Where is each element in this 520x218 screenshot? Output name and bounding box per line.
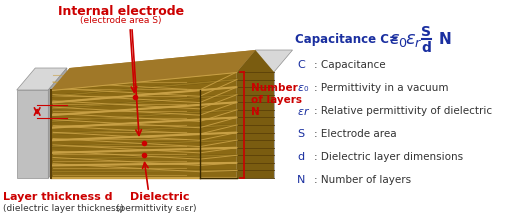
Text: S: S <box>421 25 431 39</box>
Text: $\mathit{\varepsilon_0}$: $\mathit{\varepsilon_0}$ <box>389 31 408 49</box>
Text: Dielectric: Dielectric <box>130 192 189 202</box>
Text: : Dielectric layer dimensions: : Dielectric layer dimensions <box>314 152 463 162</box>
Polygon shape <box>51 50 255 90</box>
Text: (electrode area S): (electrode area S) <box>80 16 162 25</box>
Polygon shape <box>51 50 255 90</box>
Text: : Electrode area: : Electrode area <box>314 129 397 139</box>
Text: $\mathit{εr}$: $\mathit{εr}$ <box>297 106 310 117</box>
Text: : Relative permittivity of dielectric: : Relative permittivity of dielectric <box>314 106 492 116</box>
Text: : Number of layers: : Number of layers <box>314 175 411 185</box>
Polygon shape <box>237 50 293 72</box>
Text: (dielectric layer thickness): (dielectric layer thickness) <box>3 204 124 213</box>
Text: S: S <box>297 129 304 139</box>
Text: d: d <box>421 41 431 55</box>
Text: Layer thickness d: Layer thickness d <box>3 192 112 202</box>
Text: N: N <box>297 175 306 185</box>
Text: Number
of layers
N: Number of layers N <box>251 83 302 117</box>
Text: Internal electrode: Internal electrode <box>58 5 184 18</box>
Text: $\mathit{\varepsilon_r}$: $\mathit{\varepsilon_r}$ <box>405 31 422 49</box>
Text: : Capacitance: : Capacitance <box>314 60 385 70</box>
Polygon shape <box>237 72 274 178</box>
Text: d: d <box>297 152 304 162</box>
Text: N: N <box>438 32 451 48</box>
Text: $\mathit{ε₀}$: $\mathit{ε₀}$ <box>297 83 309 93</box>
Text: C: C <box>297 60 305 70</box>
Polygon shape <box>48 68 67 178</box>
Text: (permittivity ε₀εr): (permittivity ε₀εr) <box>116 204 197 213</box>
Polygon shape <box>237 50 274 178</box>
Text: Capacitance C=: Capacitance C= <box>295 34 404 46</box>
Polygon shape <box>51 72 237 178</box>
Text: : Permittivity in a vacuum: : Permittivity in a vacuum <box>314 83 448 93</box>
Polygon shape <box>17 68 67 90</box>
Polygon shape <box>17 90 48 178</box>
